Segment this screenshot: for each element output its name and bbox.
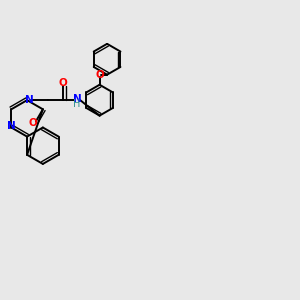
Text: N: N <box>25 95 34 105</box>
Text: O: O <box>28 118 37 128</box>
Text: O: O <box>59 78 68 88</box>
Text: N: N <box>73 94 81 104</box>
Text: H: H <box>73 100 81 110</box>
Text: N: N <box>7 121 16 131</box>
Text: O: O <box>95 70 104 80</box>
